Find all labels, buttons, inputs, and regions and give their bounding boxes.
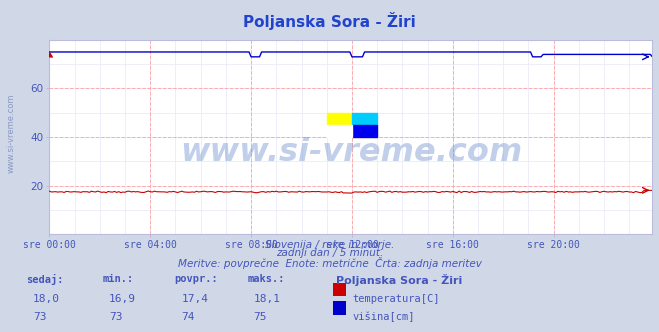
Text: 16,9: 16,9 [109,294,136,304]
Text: Poljanska Sora - Žiri: Poljanska Sora - Žiri [336,274,463,286]
Text: Meritve: povprečne  Enote: metrične  Črta: zadnja meritev: Meritve: povprečne Enote: metrične Črta:… [177,257,482,269]
Bar [352,113,377,125]
Text: 73: 73 [33,312,46,322]
Bar [327,125,352,137]
Text: www.si-vreme.com: www.si-vreme.com [180,137,522,168]
Text: 18,1: 18,1 [254,294,281,304]
Text: sedaj:: sedaj: [26,274,64,285]
Text: temperatura[C]: temperatura[C] [353,294,440,304]
Polygon shape [352,125,377,137]
Text: www.si-vreme.com: www.si-vreme.com [7,93,16,173]
Text: povpr.:: povpr.: [175,274,218,284]
Text: 17,4: 17,4 [181,294,208,304]
Text: 75: 75 [254,312,267,322]
Text: zadnji dan / 5 minut.: zadnji dan / 5 minut. [276,248,383,258]
Text: višina[cm]: višina[cm] [353,312,415,322]
Text: 73: 73 [109,312,122,322]
Text: Slovenija / reke in morje.: Slovenija / reke in morje. [265,240,394,250]
Text: 74: 74 [181,312,194,322]
Text: min.:: min.: [102,274,133,284]
Text: Poljanska Sora - Žiri: Poljanska Sora - Žiri [243,12,416,30]
Bar [327,113,352,125]
Text: maks.:: maks.: [247,274,285,284]
Text: 18,0: 18,0 [33,294,60,304]
